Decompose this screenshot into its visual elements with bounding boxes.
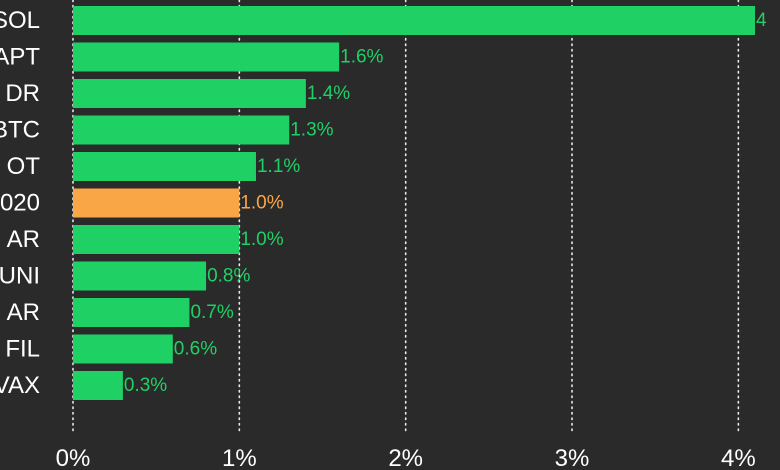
category-label-2: DR bbox=[5, 80, 40, 107]
value-label-10: 0.3% bbox=[124, 375, 167, 396]
category-label-5: 020 bbox=[0, 190, 40, 217]
value-label-3: 1.3% bbox=[290, 120, 333, 141]
bar-9 bbox=[73, 334, 173, 364]
category-label-0: SOL bbox=[0, 7, 40, 34]
x-tick-label-2: 2% bbox=[388, 445, 423, 470]
x-tick-label-3: 3% bbox=[555, 445, 590, 470]
value-label-8: 0.7% bbox=[190, 302, 233, 323]
category-label-7: UNI bbox=[0, 263, 40, 290]
value-label-1: 1.6% bbox=[340, 47, 383, 68]
bar-3 bbox=[73, 115, 290, 145]
category-label-9: FIL bbox=[5, 336, 40, 363]
bar-5 bbox=[73, 188, 240, 218]
category-label-4: OT bbox=[7, 153, 41, 180]
bar-2 bbox=[73, 79, 306, 108]
value-label-7: 0.8% bbox=[207, 266, 250, 287]
bar-1 bbox=[73, 42, 340, 72]
value-label-0: 4 bbox=[756, 10, 767, 31]
x-tick-label-1: 1% bbox=[222, 445, 257, 470]
bar-0 bbox=[73, 6, 755, 35]
bar-10 bbox=[73, 371, 123, 400]
bar-8 bbox=[73, 298, 190, 327]
bar-4 bbox=[73, 152, 256, 181]
category-label-10: VAX bbox=[0, 372, 40, 399]
value-label-2: 1.4% bbox=[307, 83, 350, 104]
bar-6 bbox=[73, 225, 240, 254]
x-tick-label-0: 0% bbox=[56, 445, 91, 470]
category-label-6: AR bbox=[7, 226, 40, 253]
value-label-9: 0.6% bbox=[174, 339, 217, 360]
category-label-3: BTC bbox=[0, 117, 40, 144]
value-label-6: 1.0% bbox=[240, 229, 283, 250]
value-label-4: 1.1% bbox=[257, 156, 300, 177]
category-label-8: AR bbox=[7, 299, 40, 326]
x-tick-label-4: 4% bbox=[721, 445, 756, 470]
bar-7 bbox=[73, 261, 207, 291]
value-label-5: 1.0% bbox=[240, 193, 283, 214]
category-label-1: APT bbox=[0, 44, 40, 71]
